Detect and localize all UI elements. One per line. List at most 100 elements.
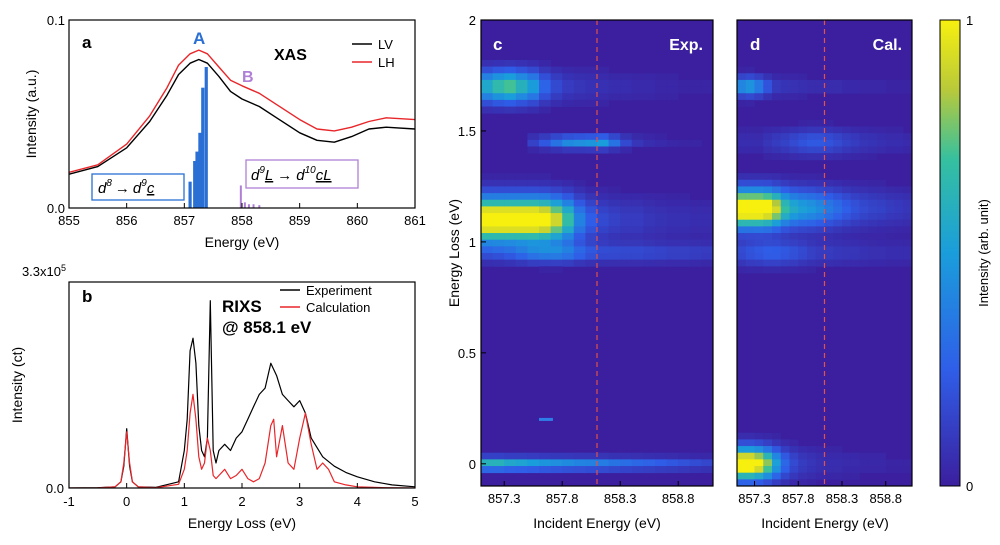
d-heat-cell-11-10 [833, 86, 843, 94]
d-heat-cell-14-26 [859, 193, 869, 201]
d-heat-cell-16-30 [877, 219, 887, 227]
d-heat-cell-2-35 [754, 253, 764, 261]
d-heat-cell-2-34 [754, 246, 764, 254]
d-heat-cell-3-34 [763, 246, 773, 254]
c-heat-cell-2-6 [504, 59, 517, 67]
a-xtick-label-3: 858 [231, 213, 253, 228]
d-heat-cell-17-26 [885, 193, 895, 201]
c-heat-cell-11-31 [608, 226, 621, 234]
c-heat-cell-2-67 [504, 466, 517, 474]
d-heat-cell-2-29 [754, 213, 764, 221]
d-heat-cell-7-67 [798, 466, 808, 474]
c-heat-cell-12-11 [620, 93, 633, 101]
c-heat-cell-18-65 [689, 452, 702, 460]
c-heat-cell-7-11 [562, 93, 575, 101]
c-heat-cell-2-9 [504, 79, 517, 87]
d-heat-cell-12-34 [842, 246, 852, 254]
c-heat-cell-18-27 [689, 199, 702, 207]
c-heat-cell-19-67 [701, 466, 714, 474]
d-heat-cell-5-68 [780, 472, 790, 480]
c-heat-cell-13-66 [631, 459, 644, 467]
d-heat-cell-13-67 [850, 466, 860, 474]
c-heat-cell-10-11 [597, 93, 609, 101]
d-heat-cell-0-29 [737, 213, 747, 221]
d-heat-cell-12-24 [842, 179, 852, 187]
c-heat-cell-12-36 [620, 259, 633, 267]
d-heat-cell-6-25 [789, 186, 799, 194]
d-heat-cell-16-35 [877, 253, 887, 261]
c-heat-cell-8-35 [573, 253, 586, 261]
d-heat-cell-5-19 [780, 146, 790, 154]
c-heat-cell-3-10 [515, 86, 528, 94]
d-heat-cell-10-29 [824, 213, 834, 221]
c-heat-cell-10-12 [597, 99, 609, 107]
d-heat-cell-0-36 [737, 259, 747, 267]
c-heat-cell-10-35 [597, 253, 609, 261]
d-heat-cell-6-26 [789, 193, 799, 201]
d-heat-cell-1-23 [745, 173, 755, 181]
d-heat-cell-11-29 [833, 213, 843, 221]
c-heat-cell-14-28 [643, 206, 656, 214]
d-heat-cell-1-25 [745, 186, 755, 194]
c-heat-cell-0-35 [481, 253, 493, 261]
d-heat-cell-5-37 [780, 266, 790, 274]
d-heat-cell-2-28 [754, 206, 764, 214]
d-heat-cell-11-28 [833, 206, 843, 214]
d-heat-cell-11-68 [833, 472, 843, 480]
c-heat-cell-5-24 [539, 179, 551, 187]
d-heat-cell-7-35 [798, 253, 808, 261]
c-heat-cell-12-34 [620, 246, 633, 254]
d-heat-cell-6-32 [789, 233, 799, 241]
c-heat-cell-11-25 [608, 186, 621, 194]
d-heat-cell-15-18 [868, 139, 878, 147]
d-heat-cell-14-35 [859, 253, 869, 261]
a-xtick-label-1: 856 [116, 213, 138, 228]
c-heat-cell-8-24 [573, 179, 586, 187]
c-heat-cell-6-67 [550, 466, 563, 474]
c-heat-cell-8-31 [573, 226, 586, 234]
d-heat-cell-10-9 [824, 79, 834, 87]
d-heat-cell-4-37 [772, 266, 782, 274]
d-heat-cell-15-31 [868, 226, 878, 234]
d-heat-cell-15-10 [868, 86, 878, 94]
d-heat-cell-7-29 [798, 213, 808, 221]
d-heat-cell-1-62 [745, 432, 755, 440]
d-heat-cell-10-68 [824, 472, 834, 480]
c-heat-cell-5-18 [539, 139, 551, 147]
c-heat-cell-10-19 [597, 146, 609, 154]
d-heat-cell-11-18 [833, 139, 843, 147]
c-ticks-xtick-label-0: 857.3 [488, 491, 521, 506]
c-heat-cell-5-25 [539, 186, 551, 194]
c-heat-cell-6-32 [550, 233, 563, 241]
d-heat-cell-9-20 [815, 153, 825, 161]
d-heat-cell-5-11 [780, 93, 790, 101]
d-heat-cell-1-27 [745, 199, 755, 207]
c-heat-cell-0-7 [481, 66, 493, 74]
c-heat-cell-14-67 [643, 466, 656, 474]
c-heat-cell-3-27 [515, 199, 528, 207]
c-heat-cell-9-32 [585, 233, 598, 241]
c-heat-cell-19-34 [701, 246, 714, 254]
d-heat-cell-15-25 [868, 186, 878, 194]
d-heat-cell-3-25 [763, 186, 773, 194]
c-heat-cell-15-27 [655, 199, 667, 207]
c-heat-cell-6-11 [550, 93, 563, 101]
c-heat-cell-13-65 [631, 452, 644, 460]
a-xtick-label-4: 859 [289, 213, 311, 228]
d-heat-cell-6-33 [789, 239, 799, 247]
c-heat-cell-3-13 [515, 106, 528, 114]
d-heat-cell-6-30 [789, 219, 799, 227]
d-heat-cell-3-27 [763, 199, 773, 207]
d-heat-cell-15-9 [868, 79, 878, 87]
d-heat-cell-3-31 [763, 226, 773, 234]
d-heat-cell-16-25 [877, 186, 887, 194]
d-heat-cell-15-19 [868, 146, 878, 154]
d-heat-cell-1-9 [745, 79, 755, 87]
c-heat-cell-4-13 [527, 106, 540, 114]
d-heat-cell-6-20 [789, 153, 799, 161]
c-heat-cell-6-36 [550, 259, 563, 267]
c-heat-cell-3-32 [515, 233, 528, 241]
d-heat-cell-17-36 [885, 259, 895, 267]
d-heat-cell-10-16 [824, 126, 834, 134]
d-heat-cell-4-62 [772, 432, 782, 440]
